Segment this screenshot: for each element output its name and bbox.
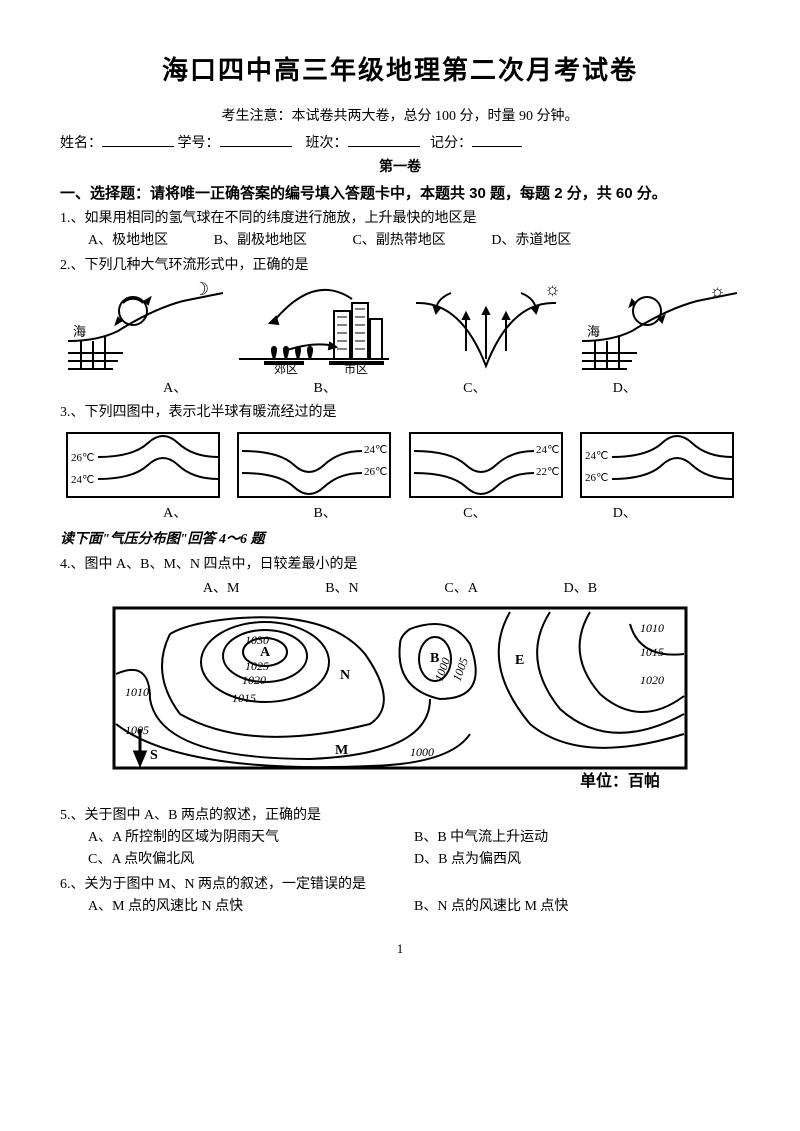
class-blank[interactable] [348, 132, 420, 147]
q1-opt-c: C、副热带地区 [352, 230, 445, 252]
q5-opt-b: B、B 中气流上升运动 [414, 827, 740, 849]
svg-text:A: A [260, 645, 271, 660]
q1-opt-b: B、副极地地区 [214, 230, 307, 252]
q2-labels: A、 B、 C、 D、 [100, 378, 700, 400]
q5-opt-a: A、A 所控制的区域为阴雨天气 [88, 827, 414, 849]
svg-text:24℃: 24℃ [585, 450, 608, 462]
q2-label-a: A、 [163, 378, 187, 400]
class-label: 班次： [306, 136, 348, 151]
q3-figures: 26℃ 24℃ 24℃ 26℃ 24℃ 22℃ [60, 429, 740, 501]
q4-opt-c: C、A [444, 578, 477, 600]
name-label: 姓名： [60, 136, 102, 151]
q1-options: A、极地地区 B、副极地地区 C、副热带地区 D、赤道地区 [88, 230, 740, 252]
q3-label-a: A、 [163, 503, 187, 525]
q3-fig-d: 24℃ 26℃ [575, 429, 741, 501]
q3-fig-c: 24℃ 22℃ [403, 429, 569, 501]
svg-text:22℃: 22℃ [536, 466, 559, 478]
subsection-heading: 读下面"气压分布图"回答 4～6 题 [60, 529, 740, 551]
q6-opt-a: A、M 点的风速比 N 点快 [88, 896, 414, 918]
section-tag: 第一卷 [60, 157, 740, 179]
q3-label-d: D、 [613, 503, 637, 525]
q3-labels: A、 B、 C、 D、 [100, 503, 700, 525]
svg-text:26℃: 26℃ [71, 452, 94, 464]
q4-text: 4.、图中 A、B、M、N 四点中，日较差最小的是 [60, 554, 740, 576]
q2-label-c: C、 [463, 378, 486, 400]
q3-text: 3.、下列四图中，表示北半球有暖流经过的是 [60, 402, 740, 424]
svg-text:☼: ☼ [709, 281, 726, 301]
svg-text:E: E [515, 653, 524, 668]
q1-text: 1.、如果用相同的氢气球在不同的纬度进行施放，上升最快的地区是 [60, 208, 740, 230]
svg-text:24℃: 24℃ [364, 444, 387, 456]
pressure-map: A B M N E 1030 1025 1020 1015 1010 1005 … [60, 604, 740, 802]
svg-text:☽: ☽ [193, 281, 209, 299]
id-blank[interactable] [220, 132, 292, 147]
q5-opt-c: C、A 点吹偏北风 [88, 849, 414, 871]
q3-label-c: C、 [463, 503, 486, 525]
q5-opt-d: D、B 点为偏西风 [414, 849, 740, 871]
q5-text: 5.、关于图中 A、B 两点的叙述，正确的是 [60, 805, 740, 827]
q4-opt-d: D、B [564, 578, 597, 600]
svg-text:24℃: 24℃ [71, 474, 94, 486]
name-blank[interactable] [102, 132, 174, 147]
exam-notice: 考生注意：本试卷共两大卷，总分 100 分，时量 90 分钟。 [60, 106, 740, 128]
q2-fig-b: 郊区 市区 [232, 281, 398, 376]
svg-text:24℃: 24℃ [536, 444, 559, 456]
q4-opt-a: A、M [203, 578, 240, 600]
svg-text:1020: 1020 [640, 673, 664, 687]
svg-text:M: M [335, 743, 348, 758]
svg-text:26℃: 26℃ [585, 472, 608, 484]
svg-text:海: 海 [73, 324, 86, 339]
q2-label-d: D、 [613, 378, 637, 400]
svg-text:单位：百帕: 单位：百帕 [580, 771, 660, 790]
q1-opt-a: A、极地地区 [88, 230, 168, 252]
svg-text:1025: 1025 [245, 659, 269, 673]
q3-fig-a: 26℃ 24℃ [60, 429, 226, 501]
score-blank[interactable] [472, 132, 522, 147]
q4-opt-b: B、N [325, 578, 358, 600]
q3-fig-b: 24℃ 26℃ [232, 429, 398, 501]
q2-figures: ☽ 海 郊区 [60, 281, 740, 376]
svg-text:1010: 1010 [125, 685, 149, 699]
q6-text: 6.、关为于图中 M、N 两点的叙述，一定错误的是 [60, 874, 740, 896]
q6-options: A、M 点的风速比 N 点快 B、N 点的风速比 M 点快 [88, 896, 740, 918]
q2-fig-a: ☽ 海 [60, 281, 226, 376]
svg-text:1005: 1005 [125, 723, 149, 737]
svg-text:1015: 1015 [232, 691, 256, 705]
svg-text:1005: 1005 [450, 656, 471, 683]
svg-text:1000: 1000 [410, 745, 434, 759]
q4-options: A、M B、N C、A D、B [160, 578, 640, 600]
q1-opt-d: D、赤道地区 [491, 230, 571, 252]
q2-fig-c: ☼ [403, 281, 569, 376]
q2-fig-d: ☼ 海 [575, 281, 741, 376]
q3-label-b: B、 [314, 503, 337, 525]
page-number: 1 [60, 939, 740, 960]
exam-title: 海口四中高三年级地理第二次月考试卷 [60, 50, 740, 92]
section-heading: 一、选择题：请将唯一正确答案的编号填入答题卡中，本题共 30 题，每题 2 分，… [60, 182, 740, 206]
id-label: 学号： [178, 136, 220, 151]
svg-text:1030: 1030 [245, 633, 269, 647]
svg-text:S: S [150, 748, 158, 763]
svg-text:26℃: 26℃ [364, 466, 387, 478]
svg-text:1020: 1020 [242, 673, 266, 687]
student-info-line: 姓名： 学号： 班次： 记分： [60, 132, 740, 155]
svg-text:N: N [340, 668, 350, 683]
q2-text: 2.、下列几种大气环流形式中，正确的是 [60, 255, 740, 277]
svg-text:海: 海 [587, 324, 600, 339]
score-label: 记分： [430, 136, 472, 151]
svg-text:1015: 1015 [640, 645, 664, 659]
svg-text:☼: ☼ [544, 281, 561, 299]
q2-label-b: B、 [314, 378, 337, 400]
svg-text:1010: 1010 [640, 621, 664, 635]
q5-options: A、A 所控制的区域为阴雨天气 B、B 中气流上升运动 C、A 点吹偏北风 D、… [88, 827, 740, 872]
q6-opt-b: B、N 点的风速比 M 点快 [414, 896, 740, 918]
